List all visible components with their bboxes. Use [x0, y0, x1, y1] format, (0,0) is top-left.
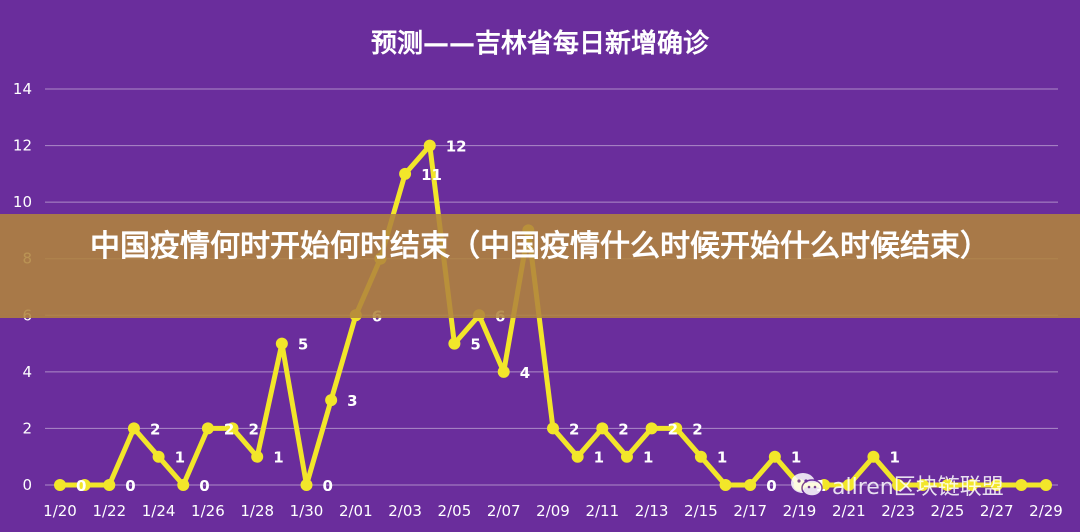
- data-label: 2: [618, 420, 628, 438]
- data-label: 5: [470, 336, 480, 354]
- data-point: [892, 479, 905, 491]
- x-tick-label: 2/19: [783, 502, 817, 520]
- watermark: allren区块链联盟: [790, 468, 1050, 502]
- data-point: [645, 422, 658, 435]
- y-tick-label: 2: [22, 419, 32, 437]
- x-tick-label: 1/28: [240, 502, 274, 520]
- data-label: 1: [791, 449, 801, 467]
- data-point: [275, 337, 288, 350]
- x-tick-label: 2/27: [980, 502, 1014, 520]
- data-label: 0: [766, 477, 776, 495]
- data-point: [300, 479, 313, 491]
- x-tick-label: 2/29: [1029, 502, 1063, 520]
- y-tick-label: 4: [22, 363, 32, 381]
- x-axis-ticks: 1/20 1/22 1/24 1/26 1/28 1/30 2/01 2/03 2/05 2/07…: [43, 502, 1063, 520]
- data-point: [78, 479, 91, 491]
- data-label: 2: [569, 420, 579, 438]
- data-point: [547, 422, 559, 435]
- x-tick-label: 1/26: [191, 502, 225, 520]
- data-point: [177, 479, 190, 491]
- x-tick-label: 2/07: [487, 502, 521, 520]
- data-point: [127, 422, 140, 435]
- data-label: 11: [421, 166, 442, 184]
- data-labels: 002102215036111256421212210111: [76, 138, 900, 495]
- data-point: [1015, 479, 1028, 491]
- data-label: 2: [692, 420, 702, 438]
- data-label: 2: [668, 420, 678, 438]
- data-point: [966, 479, 979, 491]
- data-point: [916, 479, 929, 491]
- data-label: 0: [125, 477, 135, 495]
- data-point: [423, 139, 436, 152]
- data-label: 5: [298, 336, 308, 354]
- headline-banner: [0, 214, 1080, 318]
- data-point: [620, 450, 633, 463]
- data-point: [226, 422, 239, 435]
- data-point: [251, 450, 264, 463]
- data-point: [744, 479, 757, 491]
- x-tick-label: 2/01: [339, 502, 373, 520]
- x-tick-label: 2/23: [881, 502, 915, 520]
- x-tick-label: 2/21: [832, 502, 866, 520]
- x-tick-label: 2/03: [388, 502, 422, 520]
- x-tick-label: 2/11: [585, 502, 619, 520]
- data-point: [670, 422, 683, 435]
- data-point: [54, 479, 66, 491]
- data-label: 1: [889, 449, 899, 467]
- data-label: 0: [199, 477, 209, 495]
- data-label: 3: [347, 392, 357, 410]
- y-tick-label: 12: [13, 137, 32, 155]
- headline-text: 中国疫情何时开始何时结束（中国疫情什么时候开始什么时候结束）: [90, 229, 990, 264]
- data-label: 4: [520, 364, 530, 382]
- data-point: [571, 450, 584, 463]
- data-point: [990, 479, 1003, 491]
- data-label: 1: [717, 449, 727, 467]
- x-tick-label: 1/22: [92, 502, 126, 520]
- data-label: 1: [273, 449, 283, 467]
- data-label: 2: [150, 420, 160, 438]
- data-point: [103, 479, 116, 491]
- watermark-text: allren区块链联盟: [832, 475, 1004, 500]
- x-tick-label: 2/17: [733, 502, 767, 520]
- data-point: [1040, 479, 1052, 491]
- data-label: 1: [643, 449, 653, 467]
- x-tick-label: 1/20: [43, 502, 77, 520]
- y-tick-label: 10: [13, 193, 32, 211]
- data-point: [448, 337, 461, 350]
- data-point: [941, 479, 954, 491]
- data-label: 0: [323, 477, 333, 495]
- x-tick-label: 2/15: [684, 502, 718, 520]
- data-label: 2: [224, 420, 234, 438]
- data-point: [842, 479, 855, 491]
- data-point: [719, 479, 732, 491]
- x-tick-label: 2/13: [635, 502, 669, 520]
- x-tick-label: 2/25: [931, 502, 965, 520]
- chart-title: 预测——吉林省每日新增确诊: [371, 28, 710, 59]
- wechat-icon: [791, 473, 823, 497]
- y-tick-label: 14: [13, 80, 32, 98]
- data-point: [596, 422, 609, 435]
- data-point: [867, 450, 880, 463]
- x-tick-label: 1/30: [290, 502, 324, 520]
- data-point: [152, 450, 165, 463]
- data-point: [399, 167, 412, 180]
- data-point: [694, 450, 707, 463]
- data-label: 2: [249, 420, 259, 438]
- data-label: 0: [76, 477, 86, 495]
- x-tick-label: 2/09: [536, 502, 570, 520]
- data-label: 1: [175, 449, 185, 467]
- data-point: [497, 365, 510, 378]
- data-label: 1: [594, 449, 604, 467]
- x-tick-label: 2/05: [438, 502, 472, 520]
- data-point: [768, 450, 781, 463]
- y-tick-label: 0: [22, 476, 32, 494]
- data-point: [201, 422, 214, 435]
- x-tick-label: 1/24: [142, 502, 176, 520]
- data-label: 12: [446, 138, 467, 156]
- data-point: [325, 394, 338, 407]
